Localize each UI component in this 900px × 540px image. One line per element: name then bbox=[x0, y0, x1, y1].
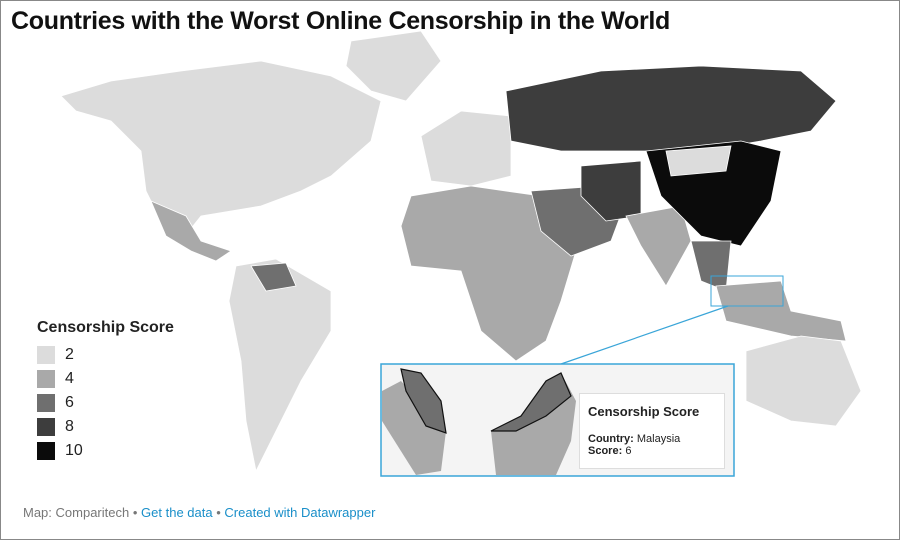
footer: Map: Comparitech • Get the data • Create… bbox=[23, 505, 375, 520]
legend-swatch bbox=[37, 370, 55, 388]
india bbox=[625, 205, 692, 287]
greenland bbox=[345, 30, 442, 102]
russia bbox=[505, 65, 837, 152]
tooltip-title: Censorship Score bbox=[588, 404, 700, 419]
venezuela bbox=[250, 262, 297, 292]
legend-item: 2 bbox=[37, 343, 174, 367]
south-america bbox=[228, 258, 332, 473]
zoom-connector bbox=[560, 305, 729, 365]
iran bbox=[580, 160, 642, 222]
credit-link[interactable]: Created with Datawrapper bbox=[224, 505, 376, 520]
legend-label: 8 bbox=[65, 418, 74, 435]
legend-item: 8 bbox=[37, 415, 174, 439]
tooltip-value: 6 bbox=[625, 445, 632, 457]
indonesia bbox=[715, 280, 847, 342]
legend-item: 6 bbox=[37, 391, 174, 415]
legend-title: Censorship Score bbox=[37, 319, 174, 336]
peninsular-malaysia bbox=[400, 368, 447, 434]
separator: • bbox=[216, 505, 221, 520]
legend-swatch bbox=[37, 346, 55, 364]
tooltip-key: Country: bbox=[588, 433, 634, 445]
africa bbox=[400, 185, 577, 362]
tooltip-value: Malaysia bbox=[636, 433, 681, 445]
legend-label: 2 bbox=[65, 346, 74, 363]
source: Map: Comparitech bbox=[23, 505, 130, 520]
legend-label: 10 bbox=[65, 442, 83, 459]
data-link[interactable]: Get the data bbox=[141, 505, 213, 520]
sumatra bbox=[382, 381, 446, 475]
title: Countries with the Worst Online Censorsh… bbox=[11, 7, 670, 35]
zoom-box bbox=[710, 275, 784, 307]
europe bbox=[420, 110, 512, 187]
legend-swatch bbox=[37, 442, 55, 460]
legend-swatch bbox=[37, 418, 55, 436]
australia bbox=[745, 335, 862, 427]
central-america bbox=[150, 200, 232, 262]
legend-label: 6 bbox=[65, 394, 74, 411]
legend-items: 2 4 6 8 10 bbox=[37, 343, 174, 463]
legend-item: 4 bbox=[37, 367, 174, 391]
tooltip-key: Score: bbox=[588, 445, 623, 457]
legend-label: 4 bbox=[65, 370, 74, 387]
east-malaysia bbox=[490, 372, 572, 432]
legend-item: 10 bbox=[37, 439, 174, 463]
legend-swatch bbox=[37, 394, 55, 412]
north-america bbox=[60, 60, 382, 242]
legend: Censorship Score 2 4 6 8 10 bbox=[37, 319, 174, 463]
separator: • bbox=[132, 505, 138, 520]
tooltip: Censorship Score Country: Malaysia Score… bbox=[579, 393, 725, 469]
mongolia bbox=[665, 145, 732, 177]
